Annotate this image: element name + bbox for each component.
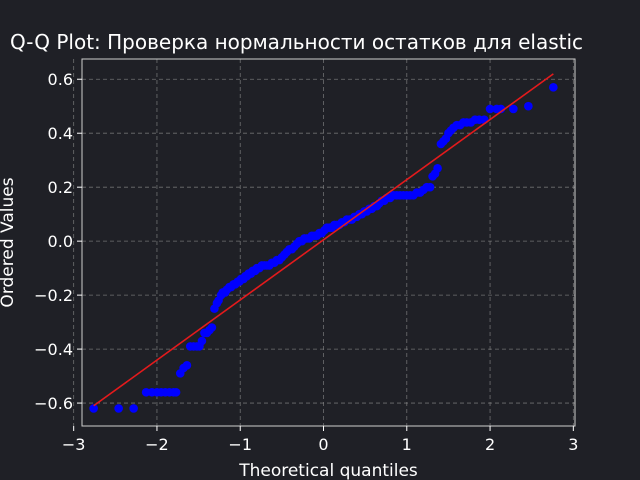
qq-point bbox=[425, 182, 435, 192]
grid-lines bbox=[73, 59, 575, 426]
axis-ticks: −3 −2 −1 0 1 2 3 −0.6 −0.4 −0.2 0.0 0.2 0.4 0.6 bbox=[34, 70, 578, 454]
chart-title: Q-Q Plot: Проверка нормальности остатков… bbox=[10, 30, 583, 54]
y-axis-label: Ordered Values bbox=[0, 177, 18, 307]
x-tick-label: −2 bbox=[145, 435, 169, 454]
x-tick-label: 0 bbox=[318, 435, 328, 454]
qq-point bbox=[485, 104, 495, 114]
qq-point bbox=[129, 404, 138, 413]
qq-point bbox=[171, 387, 181, 397]
qq-point bbox=[207, 323, 217, 332]
y-tick-label: −0.4 bbox=[34, 340, 73, 359]
qq-point bbox=[89, 404, 98, 413]
qq-point bbox=[479, 115, 489, 125]
x-tick-label: −1 bbox=[228, 435, 252, 454]
fit-line-group bbox=[93, 73, 554, 407]
x-tick-label: −3 bbox=[62, 435, 86, 454]
qq-point bbox=[549, 83, 558, 92]
y-tick-label: −0.2 bbox=[34, 286, 73, 305]
x-tick-label: 1 bbox=[402, 435, 412, 454]
qq-point bbox=[197, 336, 207, 346]
x-tick-label: 2 bbox=[485, 435, 495, 454]
plot-frame bbox=[81, 58, 576, 427]
y-tick-label: 0.2 bbox=[48, 178, 73, 197]
x-axis-label: Theoretical quantiles bbox=[238, 461, 418, 480]
qq-point bbox=[509, 104, 518, 114]
x-tick-label: 3 bbox=[568, 435, 578, 454]
qq-point bbox=[433, 163, 442, 173]
y-tick-label: 0.0 bbox=[48, 232, 73, 251]
y-tick-label: 0.6 bbox=[48, 70, 73, 89]
qq-point bbox=[182, 360, 192, 370]
y-tick-label: −0.6 bbox=[34, 394, 73, 413]
qq-point bbox=[524, 101, 533, 111]
y-tick-label: 0.4 bbox=[48, 124, 73, 143]
fit-line bbox=[93, 73, 554, 407]
qq-point bbox=[114, 404, 123, 413]
